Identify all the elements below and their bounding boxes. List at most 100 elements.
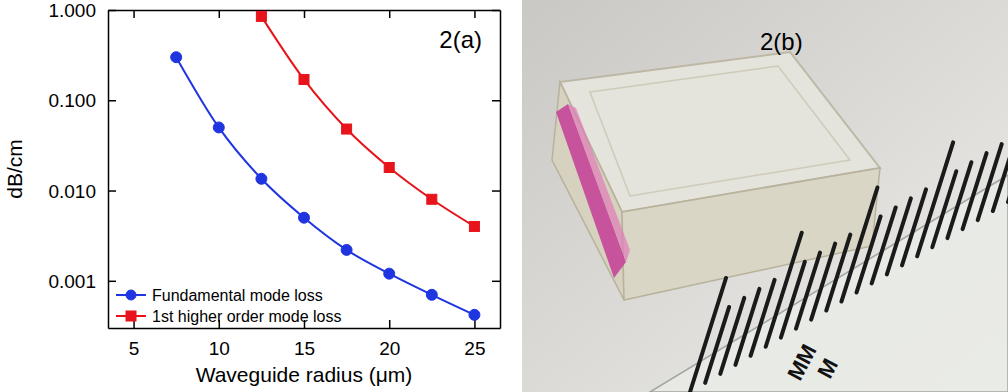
tick-label: 15	[294, 338, 315, 359]
tick-mark	[492, 100, 500, 102]
tick: 15	[294, 320, 315, 359]
legend-label: Fundamental mode loss	[152, 287, 323, 304]
tick	[474, 10, 475, 18]
y-axis-right	[492, 11, 501, 329]
tick: 0.010	[48, 181, 116, 202]
tick-label: 0.010	[48, 181, 96, 202]
series-line	[176, 57, 474, 315]
data-point	[256, 11, 266, 21]
data-point	[384, 162, 394, 172]
y-axis: 0.001 0.010 0.100 1.000	[48, 0, 116, 328]
tick	[492, 10, 500, 11]
legend-label: 1st higher order mode loss	[152, 308, 341, 325]
tick-label: 20	[379, 338, 400, 359]
legend-item: 1st higher order mode loss	[116, 308, 341, 325]
data-point	[256, 173, 267, 184]
ruler-tick	[751, 280, 775, 356]
ruler	[650, 175, 1008, 392]
ruler-tick	[811, 244, 835, 320]
data-point	[171, 52, 182, 63]
legend-marker	[126, 290, 136, 300]
data-point	[426, 289, 437, 300]
legend-marker	[126, 311, 136, 321]
data-point	[299, 212, 310, 223]
ruler-tick	[993, 97, 1008, 211]
tick-mark	[108, 281, 116, 283]
ruler-ticks	[690, 97, 1008, 392]
x-axis-title: Waveguide radius (μm)	[196, 363, 413, 386]
ruler-tick	[872, 207, 896, 283]
ruler-tick	[826, 235, 850, 311]
tick-mark	[474, 10, 476, 18]
ruler-tick	[963, 153, 987, 229]
tick	[219, 10, 220, 18]
tick: 10	[209, 320, 230, 359]
magenta-stripe	[556, 104, 626, 278]
tick-mark	[492, 190, 500, 192]
tick-mark	[389, 10, 391, 18]
ruler-tick	[705, 307, 729, 383]
tick-label: 25	[464, 338, 485, 359]
tick-label: 5	[129, 338, 140, 359]
figure: 5 10 15 20 25 0.001 0.010 0.100 1.000 Waveguide r…	[0, 0, 1008, 392]
ruler-tick	[978, 144, 1002, 220]
ruler-tick	[902, 189, 926, 265]
ruler-tick	[947, 162, 971, 238]
tick	[492, 191, 500, 192]
tick-label: 1.000	[48, 0, 96, 21]
cube-inner	[590, 66, 850, 196]
ruler-tick	[887, 198, 911, 274]
legend-item: Fundamental mode loss	[116, 287, 323, 304]
data-point	[469, 309, 480, 320]
tick-mark	[389, 320, 391, 328]
ruler-tick	[932, 171, 956, 247]
plot-area	[171, 11, 480, 320]
tick	[492, 281, 500, 282]
data-point	[384, 268, 395, 279]
tick-mark	[492, 281, 500, 283]
ruler-tick	[796, 253, 820, 329]
ruler-tick	[735, 289, 759, 365]
tick: 5	[129, 320, 140, 359]
ruler-tick	[720, 298, 744, 374]
x-axis-top	[109, 10, 501, 18]
tick-mark	[492, 10, 500, 12]
tick-label: 0.100	[48, 90, 96, 111]
photo-background	[522, 0, 1008, 392]
data-point	[213, 122, 224, 133]
tick: 25	[464, 320, 485, 359]
tick-mark	[108, 100, 116, 102]
y-axis-title: dB/cm	[3, 139, 26, 199]
tick-label: 10	[209, 338, 230, 359]
tick: 20	[379, 320, 400, 359]
tick-mark	[108, 10, 116, 12]
tick-mark	[108, 190, 116, 192]
panel-label: 2(a)	[439, 26, 482, 53]
data-point	[427, 194, 437, 204]
tick	[304, 10, 305, 18]
data-point	[342, 124, 352, 134]
photo: MMM	[522, 0, 1008, 392]
x-axis: 5 10 15 20 25	[109, 320, 501, 359]
data-point	[299, 74, 309, 84]
panel-label: 2(b)	[760, 28, 803, 55]
tick: 0.100	[48, 90, 116, 111]
tick: 0.001	[48, 271, 116, 292]
tick	[492, 100, 500, 101]
tick-label: 0.001	[48, 271, 96, 292]
data-point	[469, 221, 479, 231]
legend: Fundamental mode loss 1st higher order mo…	[116, 287, 341, 325]
tick-mark	[219, 10, 221, 18]
data-point	[341, 244, 352, 255]
magenta-stripe-glow	[568, 104, 630, 262]
tick	[134, 10, 135, 18]
tick	[389, 10, 390, 18]
ruler-tick	[781, 262, 805, 338]
tick: 1.000	[48, 0, 116, 21]
ruler-label: M	[812, 354, 843, 382]
tick-mark	[304, 10, 306, 18]
tick-mark	[474, 320, 476, 328]
ruler-tick	[857, 216, 881, 292]
series-line	[261, 16, 474, 226]
tick-mark	[133, 10, 135, 18]
